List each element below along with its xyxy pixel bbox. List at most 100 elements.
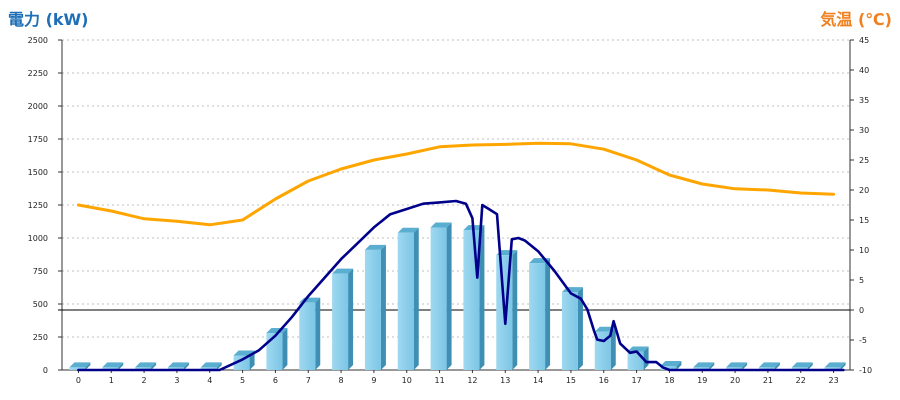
x-tick-label: 6 [273, 376, 278, 385]
left-tick-label: 500 [33, 300, 48, 309]
bar-side [479, 225, 485, 370]
grid-layer [62, 39, 850, 338]
bar-side [643, 346, 649, 370]
bar-side [380, 244, 386, 370]
bar-front [561, 292, 578, 370]
bar-front [693, 367, 710, 370]
bar-top [332, 268, 354, 274]
bar [332, 268, 354, 370]
right-tick-label: -5 [859, 336, 867, 345]
bar [135, 362, 157, 370]
right-tick-label: 35 [859, 96, 869, 105]
bar-side [807, 362, 813, 370]
bar-front [167, 367, 184, 370]
bar [594, 326, 616, 370]
right-axis-title: 気温 (℃) [820, 10, 892, 29]
bar-top [167, 362, 189, 368]
x-tick-label: 19 [697, 376, 707, 385]
x-tick-label: 14 [533, 376, 543, 385]
bar-top [693, 362, 715, 368]
bar [299, 297, 321, 370]
x-tick-label: 12 [467, 376, 477, 385]
bar-front [266, 333, 283, 370]
bar-front [299, 302, 316, 370]
bar [102, 362, 124, 370]
bar-top [758, 362, 780, 368]
right-tick-label: 20 [859, 186, 869, 195]
bar-side [774, 362, 780, 370]
bar-top [397, 227, 419, 233]
bar-side [676, 361, 682, 370]
x-tick-label: 9 [371, 376, 376, 385]
x-tick-label: 11 [434, 376, 444, 385]
bar-top [824, 362, 846, 368]
bar-side [545, 258, 551, 370]
left-axis-title: 電力 (kW) [8, 10, 89, 29]
axis-layer: 02505007501000125015001750200022502500-1… [28, 36, 872, 385]
bar [660, 361, 682, 370]
right-tick-label: 40 [859, 66, 869, 75]
line-layer [76, 141, 845, 372]
x-tick-label: 18 [664, 376, 674, 385]
bar-side [118, 362, 124, 370]
bar-side [709, 362, 715, 370]
bar-front [660, 366, 677, 370]
bar-front [430, 227, 447, 370]
bar-front [102, 367, 119, 370]
left-tick-label: 1250 [28, 201, 48, 210]
bar [430, 222, 452, 370]
x-tick-label: 2 [142, 376, 147, 385]
bar-side [216, 362, 222, 370]
bar [758, 362, 780, 370]
x-tick-label: 13 [500, 376, 510, 385]
right-tick-label: 25 [859, 156, 869, 165]
bar [364, 244, 386, 370]
x-tick-label: 8 [339, 376, 344, 385]
bar-top [364, 244, 386, 250]
bar [167, 362, 189, 370]
bar-front [758, 367, 775, 370]
bar-front [627, 351, 644, 370]
bar-top [200, 362, 222, 368]
bar-top [726, 362, 748, 368]
bar-side [151, 362, 157, 370]
bar-side [183, 362, 189, 370]
x-tick-label: 16 [599, 376, 609, 385]
bar-layer [69, 222, 846, 370]
left-tick-label: 2500 [28, 36, 48, 45]
right-tick-label: 0 [859, 306, 864, 315]
x-tick-label: 0 [76, 376, 81, 385]
x-tick-label: 5 [240, 376, 245, 385]
bar-top [430, 222, 452, 228]
bar-top [102, 362, 124, 368]
right-tick-label: -10 [859, 366, 872, 375]
x-tick-label: 7 [306, 376, 311, 385]
bar-side [315, 297, 321, 370]
bar-side [742, 362, 748, 370]
power-line [77, 199, 845, 372]
left-tick-label: 2250 [28, 69, 48, 78]
bar-front [529, 263, 546, 370]
x-tick-label: 20 [730, 376, 740, 385]
bar-side [348, 268, 354, 370]
left-tick-label: 750 [33, 267, 48, 276]
bar-side [840, 362, 846, 370]
bar-front [364, 249, 381, 370]
right-tick-label: 5 [859, 276, 864, 285]
x-tick-label: 10 [402, 376, 412, 385]
bar [397, 227, 419, 370]
left-tick-label: 2000 [28, 102, 48, 111]
bar-top [69, 362, 91, 368]
x-tick-label: 15 [566, 376, 576, 385]
left-tick-label: 1750 [28, 135, 48, 144]
right-tick-label: 30 [859, 126, 869, 135]
bar-side [577, 287, 583, 370]
right-tick-label: 10 [859, 246, 869, 255]
left-tick-label: 1000 [28, 234, 48, 243]
bar [824, 362, 846, 370]
bar-front [200, 367, 217, 370]
bar-front [594, 331, 611, 370]
bar-front [69, 367, 86, 370]
bar-front [726, 367, 743, 370]
